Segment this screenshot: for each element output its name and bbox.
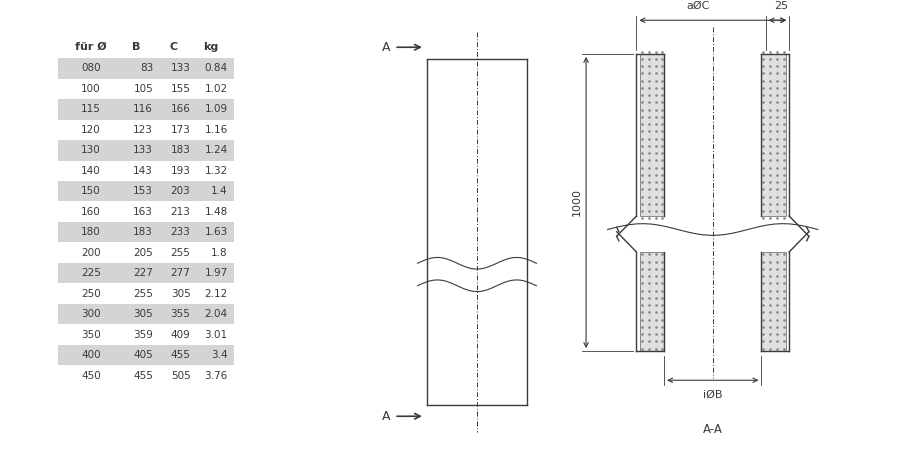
Text: 455: 455 (133, 370, 153, 381)
Text: 183: 183 (171, 145, 191, 155)
Bar (58, 263, 234, 284)
Text: 100: 100 (81, 84, 101, 94)
Text: 160: 160 (81, 207, 101, 217)
Text: 200: 200 (81, 248, 101, 258)
Text: C: C (170, 42, 178, 52)
Text: 355: 355 (171, 309, 191, 319)
Text: 1.63: 1.63 (204, 227, 228, 237)
Text: 455: 455 (171, 350, 191, 360)
Text: 1.48: 1.48 (204, 207, 228, 217)
Bar (58, 140, 234, 161)
Text: 227: 227 (133, 268, 153, 278)
Text: 409: 409 (171, 329, 191, 340)
Text: 1.97: 1.97 (204, 268, 228, 278)
Text: A: A (382, 41, 391, 54)
Text: 153: 153 (133, 186, 153, 196)
Bar (58, 304, 234, 324)
Bar (640, 252, 664, 351)
Text: 255: 255 (133, 288, 153, 299)
Bar (640, 54, 664, 216)
Text: 255: 255 (171, 248, 191, 258)
Text: 225: 225 (81, 268, 101, 278)
Text: 305: 305 (171, 288, 191, 299)
Text: 205: 205 (133, 248, 153, 258)
Text: 1.16: 1.16 (204, 125, 228, 135)
Text: 1000: 1000 (572, 189, 582, 216)
Bar (58, 58, 234, 79)
Text: 183: 183 (133, 227, 153, 237)
Text: 130: 130 (81, 145, 101, 155)
Text: 140: 140 (81, 166, 101, 176)
Text: 143: 143 (133, 166, 153, 176)
Text: 133: 133 (171, 63, 191, 73)
Text: 450: 450 (81, 370, 101, 381)
Bar (58, 99, 234, 120)
Text: 2.12: 2.12 (204, 288, 228, 299)
Text: für Ø: für Ø (76, 42, 107, 52)
Text: 1.32: 1.32 (204, 166, 228, 176)
Text: 505: 505 (171, 370, 191, 381)
Text: B: B (132, 42, 140, 52)
Text: 3.76: 3.76 (204, 370, 228, 381)
Text: 115: 115 (81, 104, 101, 114)
Text: 250: 250 (81, 288, 101, 299)
Text: 1.09: 1.09 (204, 104, 228, 114)
Text: 133: 133 (133, 145, 153, 155)
Text: 0.84: 0.84 (204, 63, 228, 73)
Text: 203: 203 (171, 186, 191, 196)
Text: 25: 25 (774, 1, 788, 11)
Text: 1.4: 1.4 (212, 186, 228, 196)
Bar (761, 252, 786, 351)
Text: 213: 213 (171, 207, 191, 217)
Text: 83: 83 (140, 63, 153, 73)
Text: 2.04: 2.04 (204, 309, 228, 319)
Text: 233: 233 (171, 227, 191, 237)
Text: 300: 300 (81, 309, 101, 319)
Text: 080: 080 (81, 63, 101, 73)
Text: iØB: iØB (703, 390, 723, 400)
Text: 166: 166 (171, 104, 191, 114)
Text: kg: kg (203, 42, 219, 52)
Text: 400: 400 (81, 350, 101, 360)
Text: 116: 116 (133, 104, 153, 114)
Text: 1.24: 1.24 (204, 145, 228, 155)
Text: 3.01: 3.01 (204, 329, 228, 340)
Text: 150: 150 (81, 186, 101, 196)
Text: 123: 123 (133, 125, 153, 135)
Text: 277: 277 (171, 268, 191, 278)
Bar (761, 54, 786, 216)
Text: 350: 350 (81, 329, 101, 340)
Text: A-A: A-A (703, 423, 723, 436)
Text: 305: 305 (133, 309, 153, 319)
Text: 359: 359 (133, 329, 153, 340)
Text: aØC: aØC (687, 1, 710, 11)
Text: A: A (382, 410, 391, 423)
Text: 193: 193 (171, 166, 191, 176)
Text: 173: 173 (171, 125, 191, 135)
Text: 180: 180 (81, 227, 101, 237)
Bar (58, 181, 234, 202)
Bar (58, 345, 234, 365)
Bar (58, 222, 234, 243)
Text: 163: 163 (133, 207, 153, 217)
Text: 155: 155 (171, 84, 191, 94)
Text: 120: 120 (81, 125, 101, 135)
Text: 405: 405 (133, 350, 153, 360)
Text: 3.4: 3.4 (212, 350, 228, 360)
Text: 105: 105 (133, 84, 153, 94)
Text: 1.02: 1.02 (204, 84, 228, 94)
Text: 1.8: 1.8 (212, 248, 228, 258)
